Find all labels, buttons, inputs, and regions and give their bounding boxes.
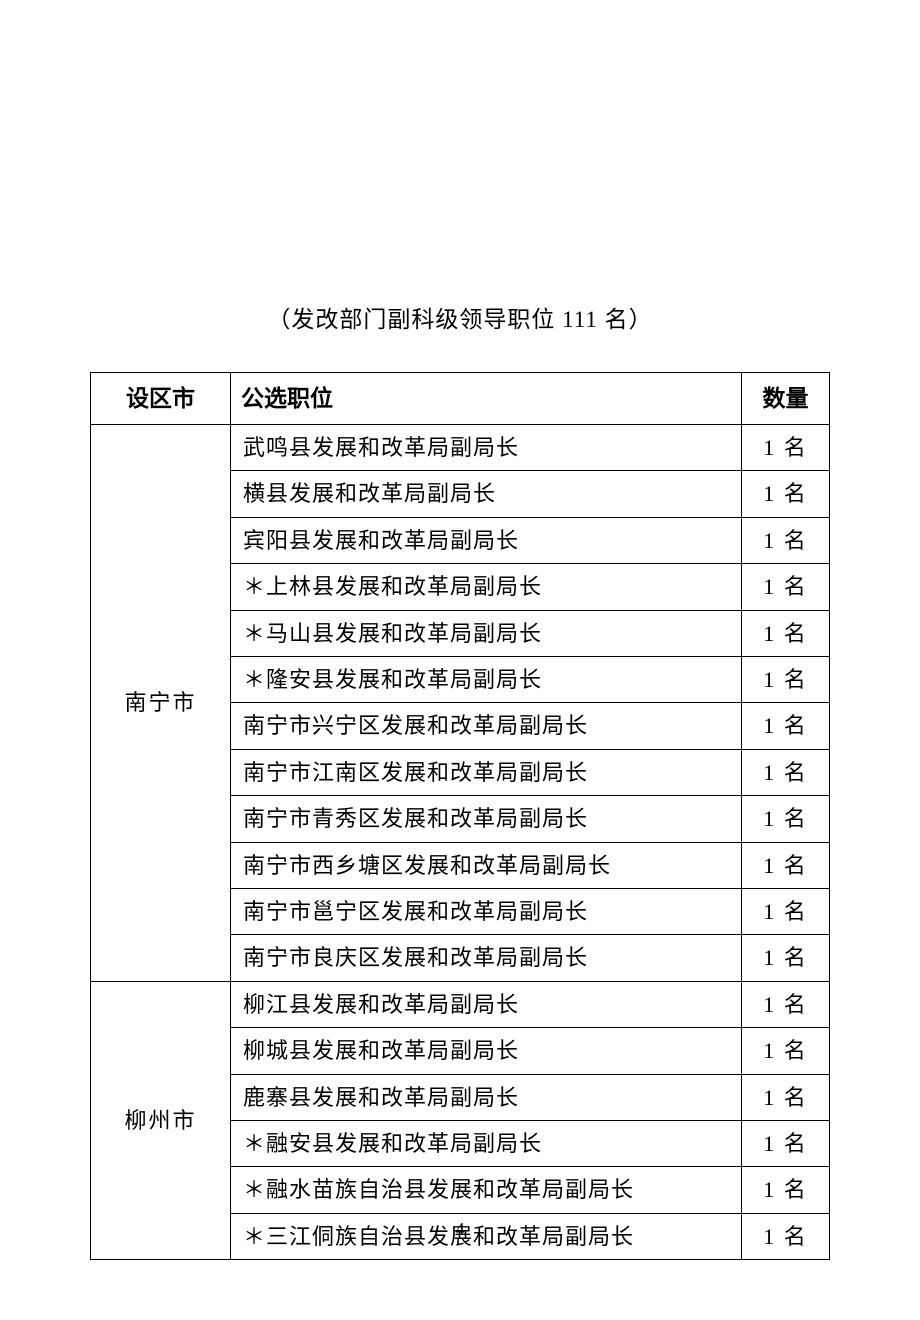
city-cell: 南宁市 bbox=[91, 425, 231, 982]
position-cell: 鹿寨县发展和改革局副局长 bbox=[231, 1074, 742, 1120]
position-cell: 南宁市邕宁区发展和改革局副局长 bbox=[231, 889, 742, 935]
count-cell: 1 名 bbox=[742, 703, 830, 749]
table-header-row: 设区市 公选职位 数量 bbox=[91, 373, 830, 425]
count-cell: 1 名 bbox=[742, 1167, 830, 1213]
header-position: 公选职位 bbox=[231, 373, 742, 425]
position-cell: 南宁市江南区发展和改革局副局长 bbox=[231, 749, 742, 795]
count-cell: 1 名 bbox=[742, 842, 830, 888]
page-number: 4 bbox=[0, 1219, 920, 1240]
count-cell: 1 名 bbox=[742, 657, 830, 703]
header-count: 数量 bbox=[742, 373, 830, 425]
count-cell: 1 名 bbox=[742, 517, 830, 563]
count-cell: 1 名 bbox=[742, 425, 830, 471]
position-cell: 武鸣县发展和改革局副局长 bbox=[231, 425, 742, 471]
position-cell: ＊上林县发展和改革局副局长 bbox=[231, 564, 742, 610]
count-cell: 1 名 bbox=[742, 935, 830, 981]
position-cell: 柳江县发展和改革局副局长 bbox=[231, 981, 742, 1027]
position-cell: ＊隆安县发展和改革局副局长 bbox=[231, 657, 742, 703]
position-cell: 横县发展和改革局副局长 bbox=[231, 471, 742, 517]
position-cell: 南宁市青秀区发展和改革局副局长 bbox=[231, 796, 742, 842]
position-cell: 南宁市西乡塘区发展和改革局副局长 bbox=[231, 842, 742, 888]
count-cell: 1 名 bbox=[742, 1074, 830, 1120]
table-row: 柳州市柳江县发展和改革局副局长1 名 bbox=[91, 981, 830, 1027]
city-cell: 柳州市 bbox=[91, 981, 231, 1259]
count-cell: 1 名 bbox=[742, 564, 830, 610]
count-cell: 1 名 bbox=[742, 471, 830, 517]
positions-table: 设区市 公选职位 数量 南宁市武鸣县发展和改革局副局长1 名横县发展和改革局副局… bbox=[90, 372, 830, 1260]
document-title: （发改部门副科级领导职位 111 名） bbox=[90, 300, 830, 334]
count-cell: 1 名 bbox=[742, 796, 830, 842]
position-cell: ＊融水苗族自治县发展和改革局副局长 bbox=[231, 1167, 742, 1213]
table-row: 南宁市武鸣县发展和改革局副局长1 名 bbox=[91, 425, 830, 471]
position-cell: ＊融安县发展和改革局副局长 bbox=[231, 1120, 742, 1166]
position-cell: 宾阳县发展和改革局副局长 bbox=[231, 517, 742, 563]
position-cell: ＊马山县发展和改革局副局长 bbox=[231, 610, 742, 656]
count-cell: 1 名 bbox=[742, 889, 830, 935]
count-cell: 1 名 bbox=[742, 1120, 830, 1166]
header-city: 设区市 bbox=[91, 373, 231, 425]
position-cell: 柳城县发展和改革局副局长 bbox=[231, 1028, 742, 1074]
count-cell: 1 名 bbox=[742, 610, 830, 656]
count-cell: 1 名 bbox=[742, 1028, 830, 1074]
position-cell: 南宁市兴宁区发展和改革局副局长 bbox=[231, 703, 742, 749]
count-cell: 1 名 bbox=[742, 981, 830, 1027]
page-container: （发改部门副科级领导职位 111 名） 设区市 公选职位 数量 南宁市武鸣县发展… bbox=[0, 0, 920, 1320]
position-cell: 南宁市良庆区发展和改革局副局长 bbox=[231, 935, 742, 981]
table-body: 南宁市武鸣县发展和改革局副局长1 名横县发展和改革局副局长1 名宾阳县发展和改革… bbox=[91, 425, 830, 1260]
count-cell: 1 名 bbox=[742, 749, 830, 795]
